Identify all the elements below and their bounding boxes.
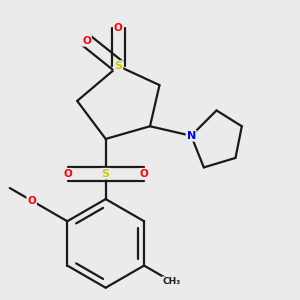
Text: CH₃: CH₃ bbox=[162, 277, 181, 286]
Text: O: O bbox=[27, 196, 36, 206]
Text: S: S bbox=[114, 61, 122, 71]
Text: N: N bbox=[187, 131, 196, 141]
Text: O: O bbox=[114, 23, 123, 33]
Text: O: O bbox=[139, 169, 148, 179]
Text: O: O bbox=[63, 169, 72, 179]
Text: O: O bbox=[82, 36, 91, 46]
Text: S: S bbox=[102, 169, 110, 179]
